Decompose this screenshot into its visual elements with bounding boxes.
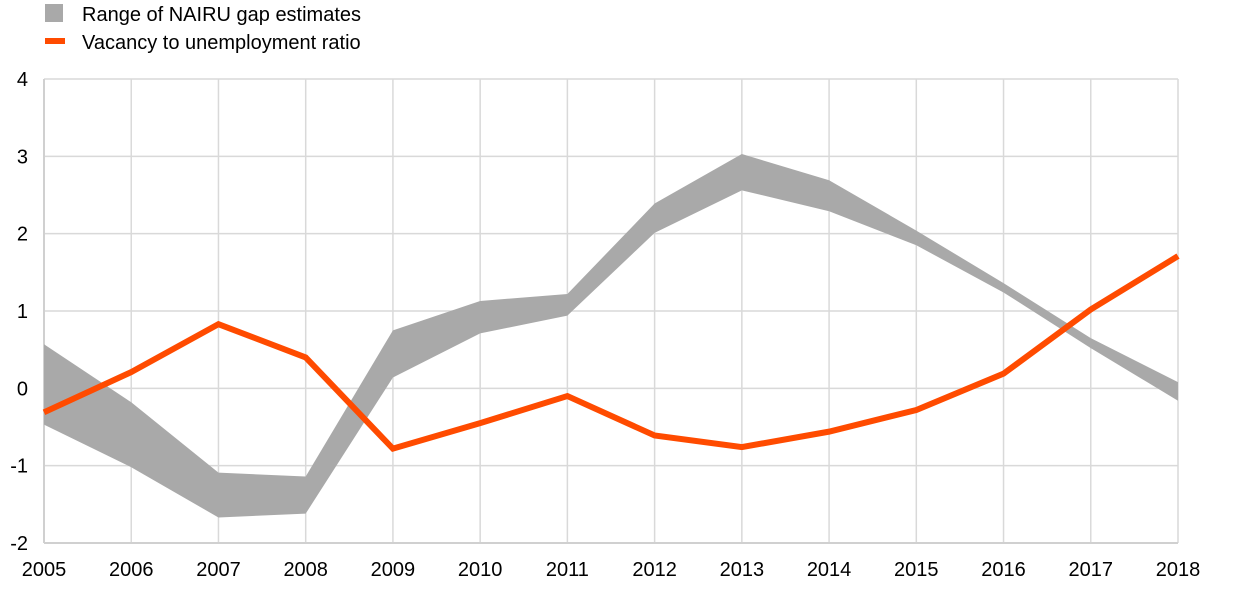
vacancy-ratio-line (42, 253, 1180, 453)
x-tick-label: 2016 (981, 559, 1026, 581)
x-tick-label: 2007 (196, 559, 241, 581)
x-tick-label: 2012 (632, 559, 677, 581)
y-axis-ticks: 4 3 2 1 0 -1 -2 (10, 69, 28, 555)
y-tick-label: 0 (17, 378, 28, 400)
x-axis-ticks: 2005 2006 2007 2008 2009 2010 2011 2012 2013 2014… (22, 559, 1201, 581)
x-tick-label: 2018 (1156, 559, 1201, 581)
y-tick-label: 2 (17, 224, 28, 246)
x-tick-label: 2009 (371, 559, 416, 581)
nairu-range-band (44, 154, 1178, 518)
x-tick-label: 2011 (546, 559, 589, 581)
y-tick-label: 3 (17, 146, 28, 168)
legend-swatch-nairu-range (45, 4, 63, 22)
band-layer (44, 154, 1178, 518)
x-tick-label: 2008 (283, 559, 328, 581)
legend-label-nairu-range: Range of NAIRU gap estimates (82, 4, 361, 26)
legend-label-vacancy-ratio: Vacancy to unemployment ratio (82, 32, 361, 54)
legend-swatch-vacancy-ratio (45, 38, 65, 44)
y-tick-label: -1 (10, 456, 28, 478)
y-tick-label: 1 (17, 301, 28, 323)
x-tick-label: 2015 (894, 559, 939, 581)
x-tick-label: 2014 (807, 559, 852, 581)
x-tick-label: 2005 (22, 559, 67, 581)
y-tick-label: 4 (17, 69, 28, 91)
x-tick-label: 2013 (720, 559, 765, 581)
x-tick-label: 2017 (1069, 559, 1114, 581)
x-tick-label: 2010 (458, 559, 503, 581)
line-layer (42, 253, 1180, 453)
y-tick-label: -2 (10, 533, 28, 555)
x-tick-label: 2006 (109, 559, 154, 581)
legend: Range of NAIRU gap estimates Vacancy to … (45, 4, 361, 54)
